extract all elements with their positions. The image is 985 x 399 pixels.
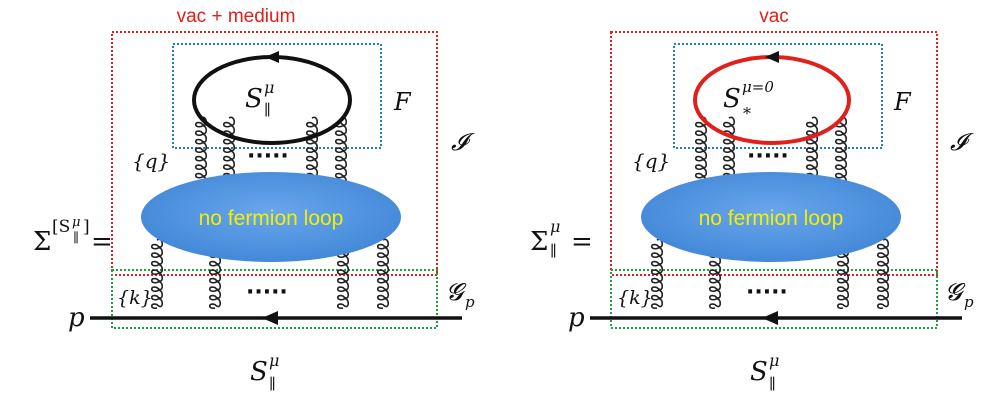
left-bottom-label: S μ ∥ xyxy=(250,351,279,393)
right-fermion-arrow-icon xyxy=(762,311,778,325)
svg-text:p: p xyxy=(964,293,974,311)
right-loop xyxy=(693,55,851,145)
svg-text:∥: ∥ xyxy=(264,101,271,119)
gluon-line xyxy=(150,238,164,310)
left-panel: vac + medium Σ [S μ ∥ ] = xyxy=(33,6,475,393)
left-lhs: Σ [S μ ∥ ] = xyxy=(33,215,113,257)
right-dots-top: ····· xyxy=(747,144,789,169)
left-loop xyxy=(192,55,352,145)
right-G-label: 𝓖 p xyxy=(945,278,974,311)
svg-text:S: S xyxy=(245,84,263,114)
svg-text:μ: μ xyxy=(269,351,279,370)
left-blob xyxy=(141,172,401,262)
gluon-line xyxy=(376,238,390,310)
left-loop-arrow-icon xyxy=(265,51,279,63)
left-dots-top: ····· xyxy=(247,144,289,169)
right-F-box xyxy=(673,43,883,149)
left-p-label: p xyxy=(68,303,85,333)
svg-text:μ: μ xyxy=(550,217,560,236)
right-blob xyxy=(641,172,901,262)
svg-text:μ=0: μ=0 xyxy=(742,78,774,96)
svg-text:p: p xyxy=(465,293,475,311)
left-fermion-arrow-icon xyxy=(262,311,278,325)
right-blob-label: no fermion loop xyxy=(699,207,844,230)
right-I-label: 𝓘 xyxy=(950,128,974,156)
gluon-line xyxy=(336,238,350,310)
svg-text:Σ: Σ xyxy=(33,227,51,257)
left-G-label: 𝓖 p xyxy=(446,278,475,311)
svg-text:∥: ∥ xyxy=(769,375,776,393)
left-F-label: F xyxy=(393,88,412,116)
svg-text:S: S xyxy=(723,84,741,114)
right-loop-arrow-icon xyxy=(765,51,779,63)
left-k-label: {k} xyxy=(117,287,153,309)
right-lhs: Σ μ ∥ = xyxy=(530,217,593,260)
svg-text:S: S xyxy=(250,357,268,387)
left-loop-label: S μ ∥ xyxy=(245,78,274,119)
svg-text:∥: ∥ xyxy=(73,231,79,246)
left-I-label: 𝓘 xyxy=(451,128,475,156)
svg-text:S: S xyxy=(750,357,768,387)
svg-text:μ: μ xyxy=(72,215,80,230)
right-F-label: F xyxy=(893,88,912,116)
svg-text:𝓖: 𝓖 xyxy=(446,278,467,306)
left-dots-bottom: ····· xyxy=(246,280,288,305)
gluon-line xyxy=(876,238,890,310)
left-G-box xyxy=(111,269,438,329)
right-title: vac xyxy=(759,6,789,27)
svg-text:μ: μ xyxy=(264,78,274,97)
svg-text:[S: [S xyxy=(52,217,70,237)
svg-text:=: = xyxy=(91,227,113,257)
right-I-box xyxy=(610,31,938,276)
svg-text:𝓖: 𝓖 xyxy=(945,278,966,306)
left-blob-label: no fermion loop xyxy=(199,207,344,230)
right-p-label: p xyxy=(568,303,585,333)
gluon-line xyxy=(836,238,850,310)
left-title: vac + medium xyxy=(177,6,296,27)
gluon-line xyxy=(650,238,664,310)
left-gluons-bottom xyxy=(150,238,390,310)
left-q-label: {q} xyxy=(132,149,170,173)
right-q-label: {q} xyxy=(632,149,670,173)
right-bottom-label: S μ ∥ xyxy=(750,351,779,393)
right-panel: vac Σ μ ∥ = S μ=0 * F𝓘{q xyxy=(530,6,974,393)
svg-text:]: ] xyxy=(83,217,90,237)
svg-text:=: = xyxy=(571,227,593,257)
right-k-label: {k} xyxy=(617,287,653,309)
svg-text:∥: ∥ xyxy=(550,242,557,260)
svg-text:μ: μ xyxy=(769,351,779,370)
svg-text:∥: ∥ xyxy=(269,375,276,393)
svg-text:Σ: Σ xyxy=(530,227,548,257)
left-F-box xyxy=(172,43,382,149)
right-loop-label: S μ=0 * xyxy=(723,78,774,123)
right-dots-bottom: ····· xyxy=(746,280,788,305)
svg-text:*: * xyxy=(743,104,751,123)
